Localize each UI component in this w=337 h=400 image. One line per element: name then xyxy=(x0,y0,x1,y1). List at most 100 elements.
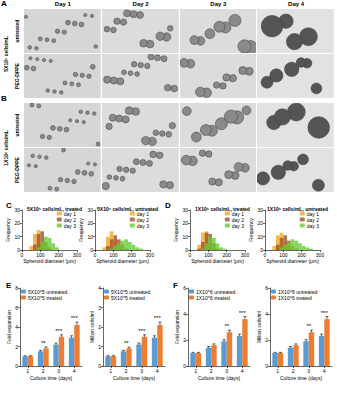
svg-text:300: 300 xyxy=(316,252,325,258)
svg-text:8: 8 xyxy=(15,285,18,291)
svg-text:20: 20 xyxy=(87,220,93,226)
svg-text:Fold expansion: Fold expansion xyxy=(6,310,12,344)
svg-text:**: ** xyxy=(224,323,229,329)
svg-text:C: C xyxy=(6,201,12,210)
svg-text:D: D xyxy=(165,201,171,210)
svg-text:Spheroid diameter (µm): Spheroid diameter (µm) xyxy=(266,258,319,264)
svg-text:10: 10 xyxy=(14,234,20,240)
svg-text:2: 2 xyxy=(183,337,186,343)
svg-text:6: 6 xyxy=(183,285,186,291)
svg-text:4: 4 xyxy=(73,368,76,374)
svg-text:20: 20 xyxy=(182,220,188,226)
svg-text:1X10^6 treated: 1X10^6 treated xyxy=(196,295,230,301)
svg-text:***: *** xyxy=(55,328,63,334)
svg-text:300: 300 xyxy=(241,252,250,258)
svg-text:100: 100 xyxy=(36,252,45,258)
svg-text:10: 10 xyxy=(257,234,263,240)
svg-text:***: *** xyxy=(154,315,162,321)
svg-text:5X10⁵ cells/mL, untreated: 5X10⁵ cells/mL, untreated xyxy=(97,206,158,212)
svg-text:10: 10 xyxy=(182,234,188,240)
svg-text:30: 30 xyxy=(257,207,263,213)
svg-text:2: 2 xyxy=(98,324,101,330)
svg-text:4: 4 xyxy=(98,285,101,291)
svg-text:200: 200 xyxy=(54,252,63,258)
svg-text:***: *** xyxy=(71,315,79,321)
svg-text:Culture time (days): Culture time (days) xyxy=(280,375,323,381)
svg-text:0: 0 xyxy=(189,252,192,258)
svg-text:day 3: day 3 xyxy=(64,223,76,229)
svg-text:***: *** xyxy=(239,310,247,316)
svg-text:3: 3 xyxy=(57,368,60,374)
svg-text:1: 1 xyxy=(109,368,112,374)
svg-text:Frequency: Frequency xyxy=(5,218,11,242)
svg-text:0: 0 xyxy=(264,252,267,258)
svg-text:Fold expansion: Fold expansion xyxy=(174,310,180,344)
svg-text:**: ** xyxy=(41,340,46,346)
svg-text:2: 2 xyxy=(125,368,128,374)
svg-text:100: 100 xyxy=(279,252,288,258)
svg-text:2: 2 xyxy=(265,337,268,343)
svg-text:Frequency: Frequency xyxy=(78,218,84,242)
svg-text:E: E xyxy=(6,281,12,290)
svg-text:4: 4 xyxy=(156,368,159,374)
svg-text:1: 1 xyxy=(194,368,197,374)
svg-text:200: 200 xyxy=(297,252,306,258)
svg-text:3: 3 xyxy=(225,368,228,374)
svg-text:200: 200 xyxy=(222,252,231,258)
svg-text:3: 3 xyxy=(98,305,101,311)
svg-text:***: *** xyxy=(138,328,146,334)
svg-text:2: 2 xyxy=(210,368,213,374)
svg-text:0: 0 xyxy=(15,363,18,369)
svg-text:1X10⁶ cells/mL, untreated: 1X10⁶ cells/mL, untreated xyxy=(267,206,328,212)
svg-text:10: 10 xyxy=(87,234,93,240)
svg-text:30: 30 xyxy=(182,207,188,213)
svg-text:2: 2 xyxy=(42,368,45,374)
svg-text:Spheroid diameter (µm): Spheroid diameter (µm) xyxy=(191,258,244,264)
svg-text:0: 0 xyxy=(265,363,268,369)
svg-text:day 3: day 3 xyxy=(307,223,319,229)
svg-text:4: 4 xyxy=(241,368,244,374)
svg-text:20: 20 xyxy=(257,220,263,226)
svg-text:day 3: day 3 xyxy=(232,223,244,229)
svg-text:Culture time (days): Culture time (days) xyxy=(198,375,241,381)
svg-text:1: 1 xyxy=(276,368,279,374)
svg-text:Frequency: Frequency xyxy=(173,218,179,242)
svg-text:4: 4 xyxy=(183,311,186,317)
svg-text:1: 1 xyxy=(26,368,29,374)
svg-text:5X10^5 treated: 5X10^5 treated xyxy=(111,295,145,301)
svg-text:day 3: day 3 xyxy=(137,223,149,229)
svg-text:4: 4 xyxy=(323,368,326,374)
svg-text:Spheroid diameter (µm): Spheroid diameter (µm) xyxy=(96,258,149,264)
svg-text:0: 0 xyxy=(98,363,101,369)
svg-text:100: 100 xyxy=(109,252,118,258)
svg-text:Culture time (days): Culture time (days) xyxy=(30,375,73,381)
svg-text:3: 3 xyxy=(140,368,143,374)
svg-text:30: 30 xyxy=(14,207,20,213)
svg-text:4: 4 xyxy=(15,324,18,330)
svg-text:Million cells/ml: Million cells/ml xyxy=(89,311,95,343)
svg-text:Spheroid diameter (µm): Spheroid diameter (µm) xyxy=(23,258,76,264)
svg-text:0: 0 xyxy=(94,252,97,258)
svg-text:4: 4 xyxy=(265,311,268,317)
svg-text:Culture time (days): Culture time (days) xyxy=(113,375,156,381)
svg-text:0: 0 xyxy=(21,252,24,258)
svg-text:30: 30 xyxy=(87,207,93,213)
svg-text:2: 2 xyxy=(15,344,18,350)
svg-text:1: 1 xyxy=(98,344,101,350)
svg-text:F: F xyxy=(173,281,178,290)
svg-text:1X10^6 treated: 1X10^6 treated xyxy=(278,295,312,301)
svg-text:**: ** xyxy=(124,340,129,346)
svg-text:Frequency: Frequency xyxy=(248,218,254,242)
svg-text:5X10^5 treated: 5X10^5 treated xyxy=(28,295,62,301)
svg-text:2: 2 xyxy=(292,368,295,374)
svg-text:3: 3 xyxy=(307,368,310,374)
svg-text:20: 20 xyxy=(14,220,20,226)
svg-text:0: 0 xyxy=(183,363,186,369)
svg-text:6: 6 xyxy=(265,285,268,291)
svg-text:5X10⁵ cells/mL, treated: 5X10⁵ cells/mL, treated xyxy=(27,206,82,212)
svg-text:**: ** xyxy=(306,323,311,329)
svg-text:300: 300 xyxy=(146,252,155,258)
svg-text:6: 6 xyxy=(15,305,18,311)
svg-text:Million cells/ml: Million cells/ml xyxy=(256,311,262,343)
svg-text:***: *** xyxy=(321,310,329,316)
